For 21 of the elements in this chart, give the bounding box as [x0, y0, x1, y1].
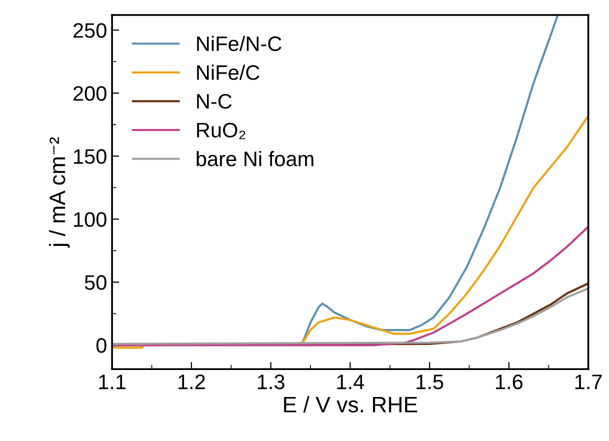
y-tick-label: 100 [74, 212, 106, 227]
legend-label: NiFe/C [197, 64, 260, 80]
x-axis-title: E / V vs. RHE [284, 396, 418, 412]
y-tick-label: 250 [73, 23, 106, 38]
y-tick-label: 50 [84, 275, 106, 290]
y-tick-label: 0 [96, 338, 106, 353]
x-tick-label: 1.6 [496, 374, 522, 390]
y-tick-label: 200 [73, 86, 106, 101]
line-series [112, 226, 588, 346]
legend-label: N-C [197, 94, 232, 109]
x-tick-label: 1.1 [99, 374, 126, 390]
x-tick-label: 1.3 [258, 374, 284, 390]
x-tick-label: 1.5 [416, 374, 444, 390]
x-tick-label: 1.4 [337, 374, 364, 390]
x-tick-label: 1.2 [178, 374, 205, 390]
legend-label: RuO₂ [197, 122, 246, 140]
legend-label: bare Ni foam [196, 151, 314, 166]
y-axis-title: j / mA cm⁻² [48, 137, 70, 248]
legend-label: NiFe/N-C [197, 36, 282, 52]
y-tick-label: 150 [74, 149, 106, 164]
x-tick-label: 1.7 [575, 374, 602, 390]
